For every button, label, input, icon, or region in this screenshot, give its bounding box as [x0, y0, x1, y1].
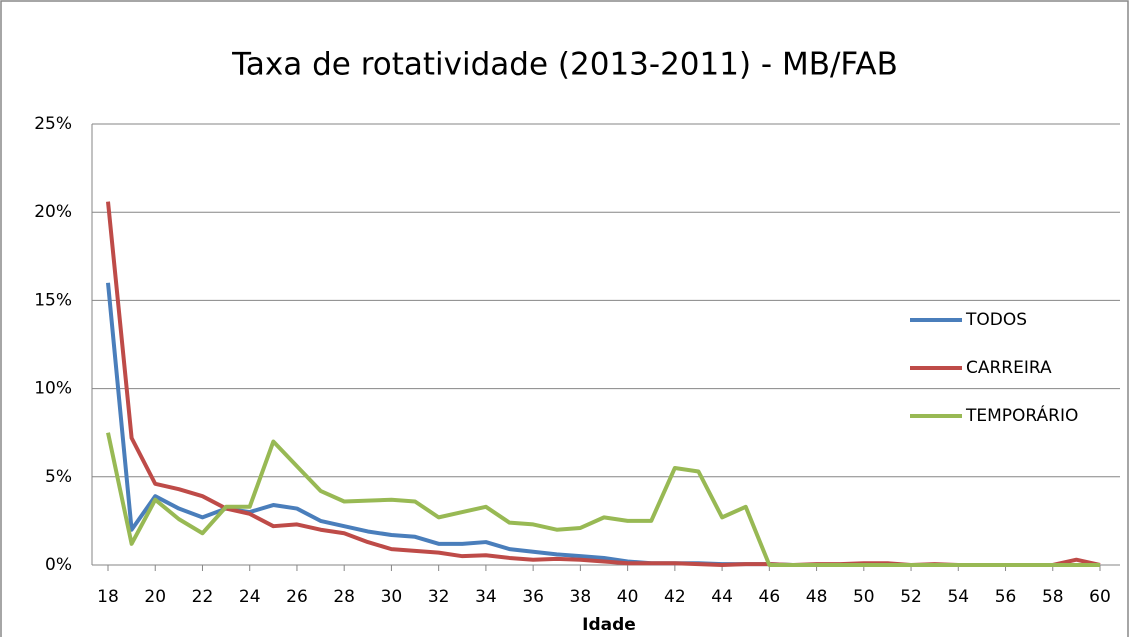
x-tick-label: 28: [333, 587, 355, 607]
x-tick-label: 26: [286, 587, 308, 607]
x-tick-label: 46: [759, 587, 781, 607]
x-tick-label: 34: [475, 587, 497, 607]
x-tick-label: 52: [900, 587, 922, 607]
x-tick-label: 24: [239, 587, 261, 607]
y-tick-label: 0%: [45, 555, 72, 575]
x-tick-label: 50: [853, 587, 875, 607]
x-tick-label: 22: [192, 587, 214, 607]
x-tick-label: 48: [806, 587, 828, 607]
series-line: [106, 432, 1100, 567]
x-tick-label: 42: [664, 587, 686, 607]
y-tick-label: 20%: [34, 202, 72, 222]
x-tick-label: 30: [381, 587, 403, 607]
x-tick-label: 54: [947, 587, 969, 607]
legend-label: CARREIRA: [966, 358, 1052, 378]
x-tick-label: 20: [144, 587, 166, 607]
x-tick-label: 18: [97, 587, 119, 607]
y-tick-label: 25%: [34, 114, 72, 134]
x-axis-label: Idade: [582, 615, 636, 635]
x-tick-label: 58: [1042, 587, 1064, 607]
y-tick-label: 5%: [45, 467, 72, 487]
y-tick-label: 10%: [34, 379, 72, 399]
x-tick-label: 32: [428, 587, 450, 607]
x-tick-label: 60: [1089, 587, 1111, 607]
legend-label: TEMPORÁRIO: [965, 404, 1078, 426]
y-tick-label: 15%: [34, 290, 72, 310]
x-tick-label: 40: [617, 587, 639, 607]
x-tick-label: 36: [522, 587, 544, 607]
x-tick-label: 56: [995, 587, 1017, 607]
chart-title: Taxa de rotatividade (2013-2011) - MB/FA…: [231, 47, 898, 83]
x-tick-label: 44: [711, 587, 733, 607]
legend-label: TODOS: [965, 310, 1027, 330]
x-tick-label: 38: [570, 587, 592, 607]
